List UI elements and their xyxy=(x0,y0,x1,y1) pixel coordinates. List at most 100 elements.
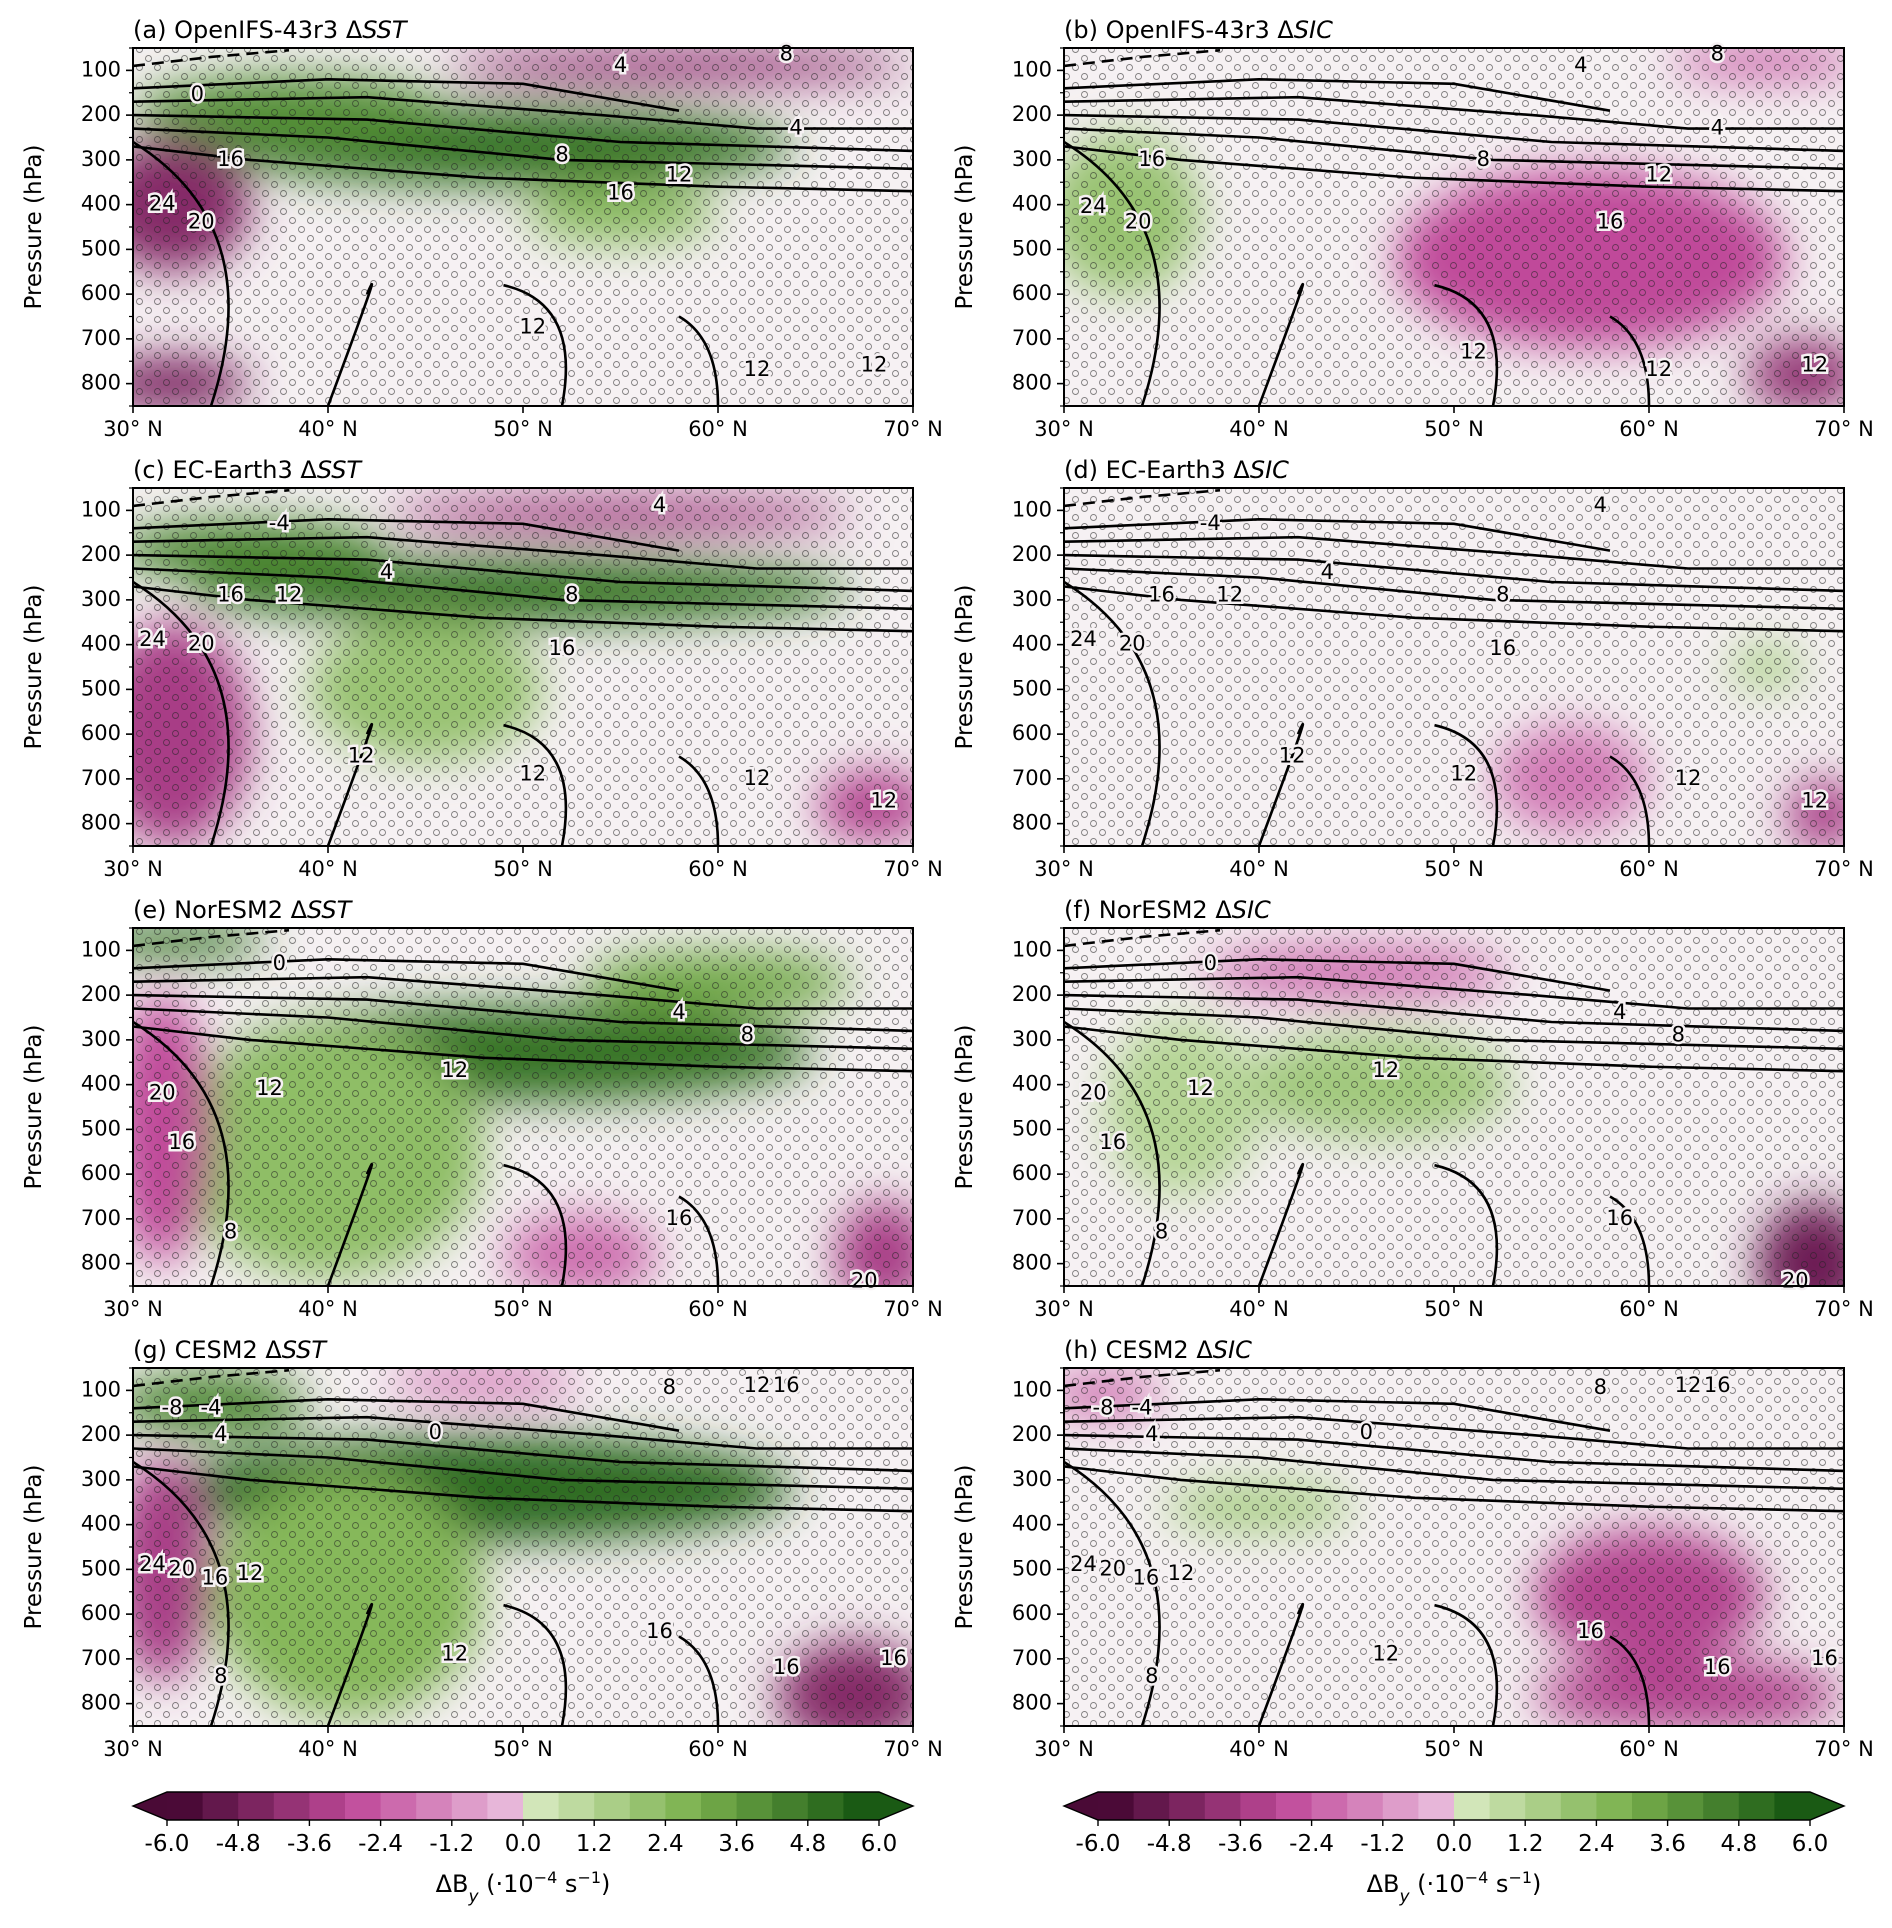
x-tick-label: 50° N xyxy=(1424,1297,1484,1321)
contour-label: 4 xyxy=(1594,493,1607,517)
y-tick-label: 200 xyxy=(81,102,121,126)
x-tick-label: 30° N xyxy=(1034,417,1094,441)
y-tick-label: 200 xyxy=(1012,542,1052,566)
colorbar-segment xyxy=(1560,1792,1597,1820)
y-tick-label: 100 xyxy=(1012,1377,1052,1401)
contour-line xyxy=(326,1602,374,1726)
y-tick-label: 300 xyxy=(1012,587,1052,611)
panel-f: 0 4 8 12 12 20 16 8 16 20 (f) NorESM2 ΔSIC 100 200 30… xyxy=(952,896,1874,1321)
contour-label: 8 xyxy=(1711,42,1724,66)
contour-line xyxy=(1064,1433,1844,1473)
contour-line xyxy=(133,567,913,611)
y-tick-label: 300 xyxy=(81,1467,121,1491)
contour-label: 8 xyxy=(555,142,568,166)
contour-label: 16 xyxy=(1597,210,1624,234)
x-tick-label: 60° N xyxy=(688,1737,748,1761)
contour-label: 20 xyxy=(188,210,215,234)
x-tick-label: 70° N xyxy=(1814,857,1874,881)
contour-label: 0 xyxy=(191,82,204,106)
x-tick-label: 30° N xyxy=(103,417,163,441)
contour-line xyxy=(1064,1020,1161,1286)
contour-label: 0 xyxy=(1204,951,1217,975)
contour-label: 16 xyxy=(646,1619,673,1643)
contour-label: 8 xyxy=(741,1022,754,1046)
contour-line xyxy=(1434,283,1499,406)
contour-label: 16 xyxy=(549,636,576,660)
y-tick-label: 200 xyxy=(1012,1422,1052,1446)
contour-line xyxy=(1434,1603,1499,1726)
y-tick-label: 400 xyxy=(1012,1072,1052,1096)
contour-label: 4 xyxy=(214,1422,227,1446)
contour-line xyxy=(1064,1465,1844,1513)
contour-line xyxy=(1257,282,1305,406)
contour-line xyxy=(1257,722,1305,846)
y-axis-label: Pressure (hPa) xyxy=(952,1025,978,1190)
contour-line xyxy=(503,283,568,406)
colorbar-tick-label: 6.0 xyxy=(861,1831,898,1857)
contour-label: 16 xyxy=(666,1206,693,1230)
contours xyxy=(133,957,913,1073)
y-tick-label: 600 xyxy=(1012,1161,1052,1185)
contour-label: 12 xyxy=(519,315,546,339)
y-tick-label: 400 xyxy=(1012,632,1052,656)
contour-line xyxy=(133,1007,913,1051)
contour-label: 12 xyxy=(1460,339,1487,363)
x-tick-label: 40° N xyxy=(1229,1297,1289,1321)
contour-label: 20 xyxy=(149,1081,176,1105)
x-tick-label: 60° N xyxy=(688,857,748,881)
colorbar-segment xyxy=(309,1792,346,1820)
contour-line-negative xyxy=(1064,928,1221,948)
significance-stipple xyxy=(1064,488,1844,846)
colorbar-tick-label: 0.0 xyxy=(505,1831,542,1857)
colorbar-tick-label: 1.2 xyxy=(576,1831,613,1857)
colorbar-segment xyxy=(1169,1792,1206,1820)
y-tick-label: 200 xyxy=(81,542,121,566)
colorbar-tick-label: 2.4 xyxy=(1578,1831,1615,1857)
contour-line xyxy=(326,722,374,846)
colorbar-segment xyxy=(1382,1792,1419,1820)
contour-label: 16 xyxy=(1489,636,1516,660)
contour-line xyxy=(678,1195,720,1286)
x-tick-label: 60° N xyxy=(1619,857,1679,881)
contour-line xyxy=(133,553,913,593)
contours xyxy=(1064,1397,1844,1513)
colorbar-segment xyxy=(772,1792,809,1820)
contour-label: 16 xyxy=(217,582,244,606)
colorbars: -6.0 -4.8 -3.6 -2.4 -1.2 0.0 1.2 2.4 3.6 4.8 6.0 ΔB… xyxy=(131,1791,1846,1907)
y-axis-label: Pressure (hPa) xyxy=(21,145,47,310)
contour-label: 16 xyxy=(880,1646,907,1670)
contour-line xyxy=(1064,95,1844,130)
colorbar-segment xyxy=(1703,1792,1740,1820)
field xyxy=(133,1368,913,1726)
y-tick-label: 100 xyxy=(81,1377,121,1401)
contour-label: 16 xyxy=(773,1655,800,1679)
x-tick-label: 30° N xyxy=(1034,857,1094,881)
colorbar-tick-label: 4.8 xyxy=(790,1831,827,1857)
y-tick-label: 300 xyxy=(1012,1027,1052,1051)
colorbar-tick-label: -3.6 xyxy=(287,1831,332,1857)
y-tick-label: 700 xyxy=(1012,1206,1052,1230)
y-axis-label: Pressure (hPa) xyxy=(952,145,978,310)
y-tick-label: 800 xyxy=(1012,371,1052,395)
contour-line xyxy=(133,140,230,406)
colorbar-segment xyxy=(1204,1792,1241,1820)
y-tick-label: 300 xyxy=(1012,1467,1052,1491)
contour-label: -4 xyxy=(201,1395,222,1419)
contours xyxy=(1064,517,1844,633)
contour-line xyxy=(1609,755,1651,846)
colorbar-tick-label: -4.8 xyxy=(216,1831,261,1857)
significance-stipple xyxy=(133,48,913,406)
contour-label: 20 xyxy=(1099,1556,1126,1580)
x-tick-label: 50° N xyxy=(493,1297,553,1321)
y-tick-label: 700 xyxy=(1012,1646,1052,1670)
y-tick-label: 400 xyxy=(81,632,121,656)
colorbar-segment xyxy=(1525,1792,1562,1820)
contour-line xyxy=(503,1163,568,1286)
contour-label: 12 xyxy=(1279,744,1306,768)
colorbar-right: -6.0 -4.8 -3.6 -2.4 -1.2 0.0 1.2 2.4 3.6 4.8 6.0 ΔB… xyxy=(1062,1791,1846,1907)
contour-label: 4 xyxy=(1574,53,1587,77)
contour-line xyxy=(1064,993,1844,1033)
significance-stipple xyxy=(1064,1368,1844,1726)
contour-line-negative xyxy=(133,48,290,68)
